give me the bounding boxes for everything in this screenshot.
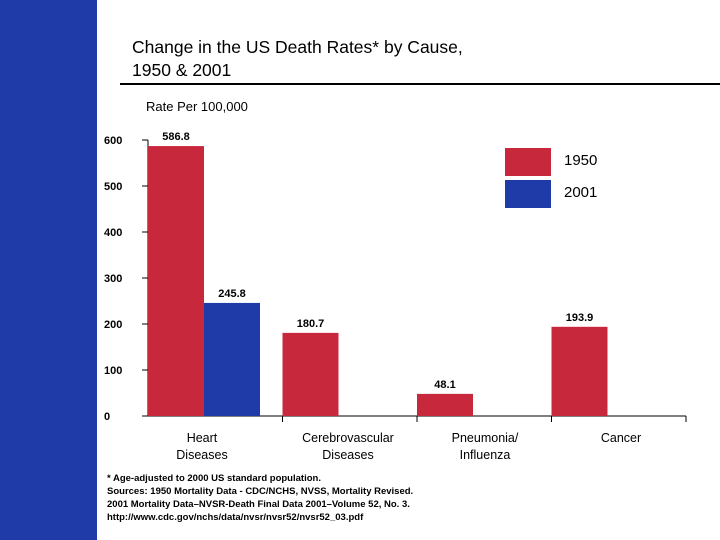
slide-title: Change in the US Death Rates* by Cause, … [132,37,463,80]
y-tick-label: 100 [104,365,122,377]
title-divider [120,83,720,85]
y-tick-label: 400 [104,227,122,239]
bar-1950-2 [417,393,473,416]
data-label: 245.8 [218,288,246,300]
legend-label-1950: 1950 [564,152,598,169]
legend-swatch-2001 [505,180,551,208]
y-tick-label: 600 [104,135,122,147]
legend-label-2001: 2001 [564,184,598,201]
data-label: 180.7 [297,318,325,330]
bar-chart: 0 100 200 300 400 500 600 586.8 180.7 48.1 193.9 24… [104,131,687,423]
legend-swatch-1950 [505,148,551,176]
y-tick-label: 200 [104,319,122,331]
source-footnote: * Age-adjusted to 2000 US standard popul… [107,473,414,523]
bar-2001-0 [204,302,260,416]
data-label: 193.9 [566,312,594,324]
y-tick-label: 0 [104,411,110,423]
bar-1950-0 [148,146,204,416]
side-accent-bar [0,0,97,540]
data-label: 586.8 [162,131,190,143]
y-tick-label: 300 [104,273,122,285]
category-label-pneumonia: Pneumonia/ Influenza [451,431,519,462]
category-label-cerebrovascular: Cerebrovascular Diseases [302,431,394,462]
category-label-cancer: Cancer [600,431,642,445]
data-label: 48.1 [434,379,455,391]
bar-1950-1 [282,332,339,416]
y-axis-label: Rate Per 100,000 [146,99,248,114]
y-tick-label: 500 [104,181,122,193]
category-label-heart: Heart Diseases [176,431,228,462]
bar-1950-3 [551,326,608,416]
